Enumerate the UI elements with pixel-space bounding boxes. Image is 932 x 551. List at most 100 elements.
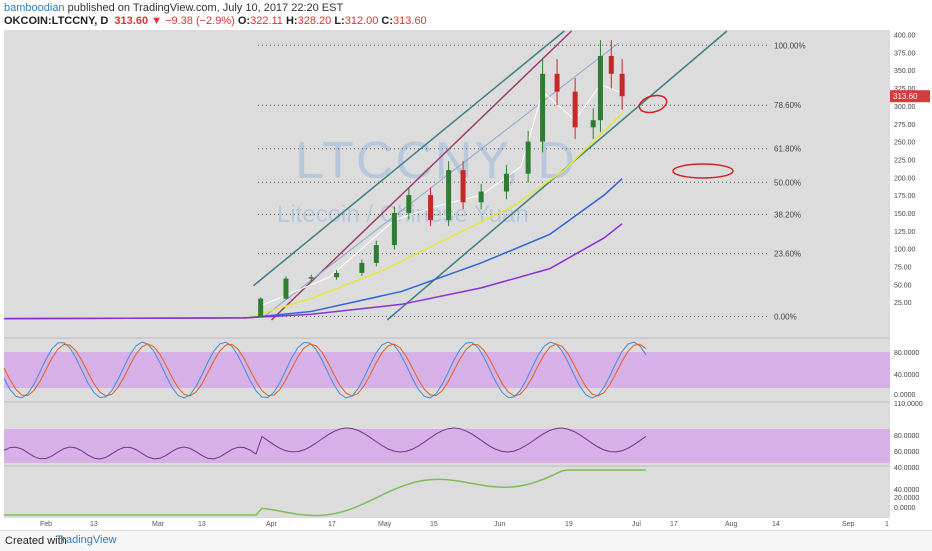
time-tick: Jul <box>632 521 641 528</box>
stoch-d-line <box>3 343 647 397</box>
candle-body <box>428 195 434 221</box>
time-tick: Jun <box>494 521 505 528</box>
fib-label: 38.20% <box>774 210 801 219</box>
stoch-tick: 80.0000 <box>894 350 919 357</box>
time-tick: 13 <box>90 521 98 528</box>
rsi-tick: 80.0000 <box>894 433 919 440</box>
footer-bar: Created with TradingView <box>0 530 932 551</box>
ma-yellow-line <box>3 112 623 320</box>
price-tick: 150.00 <box>894 211 916 218</box>
candle-body <box>572 91 578 128</box>
candle-body <box>478 191 484 203</box>
price-tag-bg <box>890 90 930 103</box>
chart-header: bamboodian published on TradingView.com,… <box>0 0 932 30</box>
time-tick: 17 <box>670 521 678 528</box>
tradingview-logo[interactable]: TradingView <box>56 534 117 546</box>
open-value: 322.11 <box>250 15 283 27</box>
price-change: ▼ −9.38 (−2.9%) <box>151 15 235 27</box>
candle-body <box>590 120 596 128</box>
fib-label: 100.00% <box>774 41 806 50</box>
annotation-ellipse-current <box>638 94 668 114</box>
fib-label: 78.60% <box>774 101 801 110</box>
time-tick: Mar <box>152 521 165 528</box>
rsi-band <box>4 429 890 463</box>
channel-upper-line <box>252 30 565 287</box>
annotation-ellipse-target <box>672 163 734 179</box>
price-tick: 275.00 <box>894 122 916 129</box>
time-tick: Apr <box>266 521 278 528</box>
ma-white-line <box>260 83 623 307</box>
low-label: L: <box>334 15 345 27</box>
rsi-tick: 60.0000 <box>894 449 919 456</box>
price-tick: 100.00 <box>894 247 916 254</box>
published-text: published on TradingView.com, July 10, 2… <box>64 2 344 14</box>
price-tick: 200.00 <box>894 175 916 182</box>
price-tag: 313.60 <box>893 92 918 101</box>
stoch-tick: 40.0000 <box>894 372 919 379</box>
time-tick: Feb <box>40 521 52 528</box>
time-tick: 19 <box>565 521 573 528</box>
candle-body <box>359 262 365 273</box>
candle-body <box>460 170 466 203</box>
candle-body <box>554 73 560 92</box>
candle-body <box>619 73 625 97</box>
time-tick: 14 <box>772 521 780 528</box>
candle-body <box>391 212 397 246</box>
candle-body <box>597 55 603 121</box>
macd-tick: 0.0000 <box>894 505 916 512</box>
candle-body <box>243 317 249 319</box>
price-tick: 75.00 <box>894 264 912 271</box>
macd-line <box>4 469 646 517</box>
price-tick: 325.00 <box>894 86 916 93</box>
time-tick: 17 <box>328 521 336 528</box>
candle-body <box>503 173 509 192</box>
last-price: 313.60 <box>114 15 149 27</box>
stoch-k-line <box>3 341 647 399</box>
price-tick: 250.00 <box>894 140 916 147</box>
time-tick: 15 <box>430 521 438 528</box>
stoch-band <box>4 352 890 388</box>
price-tick: 350.00 <box>894 68 916 75</box>
author-name[interactable]: bamboodian <box>4 2 65 14</box>
macd-tick: 20.0000 <box>894 495 919 502</box>
candle-body <box>608 55 614 74</box>
time-tick: 1 <box>885 521 889 528</box>
rsi-tick: 110.0000 <box>894 401 923 408</box>
time-tick: 13 <box>198 521 206 528</box>
close-value: 313.60 <box>393 15 427 27</box>
created-with-label: Created with <box>5 535 67 547</box>
price-tick: 225.00 <box>894 157 916 164</box>
price-tick: 400.00 <box>894 33 916 40</box>
candle-body <box>283 278 289 299</box>
fib-label: 61.80% <box>774 145 801 154</box>
ma-purple-line <box>3 223 623 320</box>
price-tick: 25.00 <box>894 300 912 307</box>
candle-body <box>258 298 264 318</box>
high-value: 328.20 <box>297 15 332 27</box>
candle-body <box>373 245 379 263</box>
price-axis-bg <box>890 30 932 530</box>
price-tick: 375.00 <box>894 50 916 57</box>
candle-body <box>525 141 531 174</box>
fib-label: 50.00% <box>774 178 801 187</box>
candle-body <box>334 272 340 278</box>
candle-body <box>540 73 546 142</box>
stoch-tick: 0.0000 <box>894 392 916 399</box>
rsi-line <box>3 427 647 460</box>
price-tick: 300.00 <box>894 104 916 111</box>
high-label: H: <box>285 15 298 27</box>
time-tick: Aug <box>725 521 738 528</box>
symbol-label[interactable]: OKCOIN:LTCCNY, D <box>4 15 109 27</box>
fib-label: 0.00% <box>774 312 797 321</box>
price-tick: 175.00 <box>894 193 916 200</box>
time-tick: May <box>378 521 392 528</box>
macd-tick: 40.0000 <box>894 487 919 494</box>
ohlc-line: OKCOIN:LTCCNY, D 313.60 ▼ −9.38 (−2.9%) … <box>4 15 427 27</box>
candle-body <box>406 195 412 213</box>
candle-body <box>308 277 314 279</box>
candle-body <box>446 170 452 221</box>
time-tick: Sep <box>842 521 855 528</box>
rsi-tick: 40.0000 <box>894 465 919 472</box>
